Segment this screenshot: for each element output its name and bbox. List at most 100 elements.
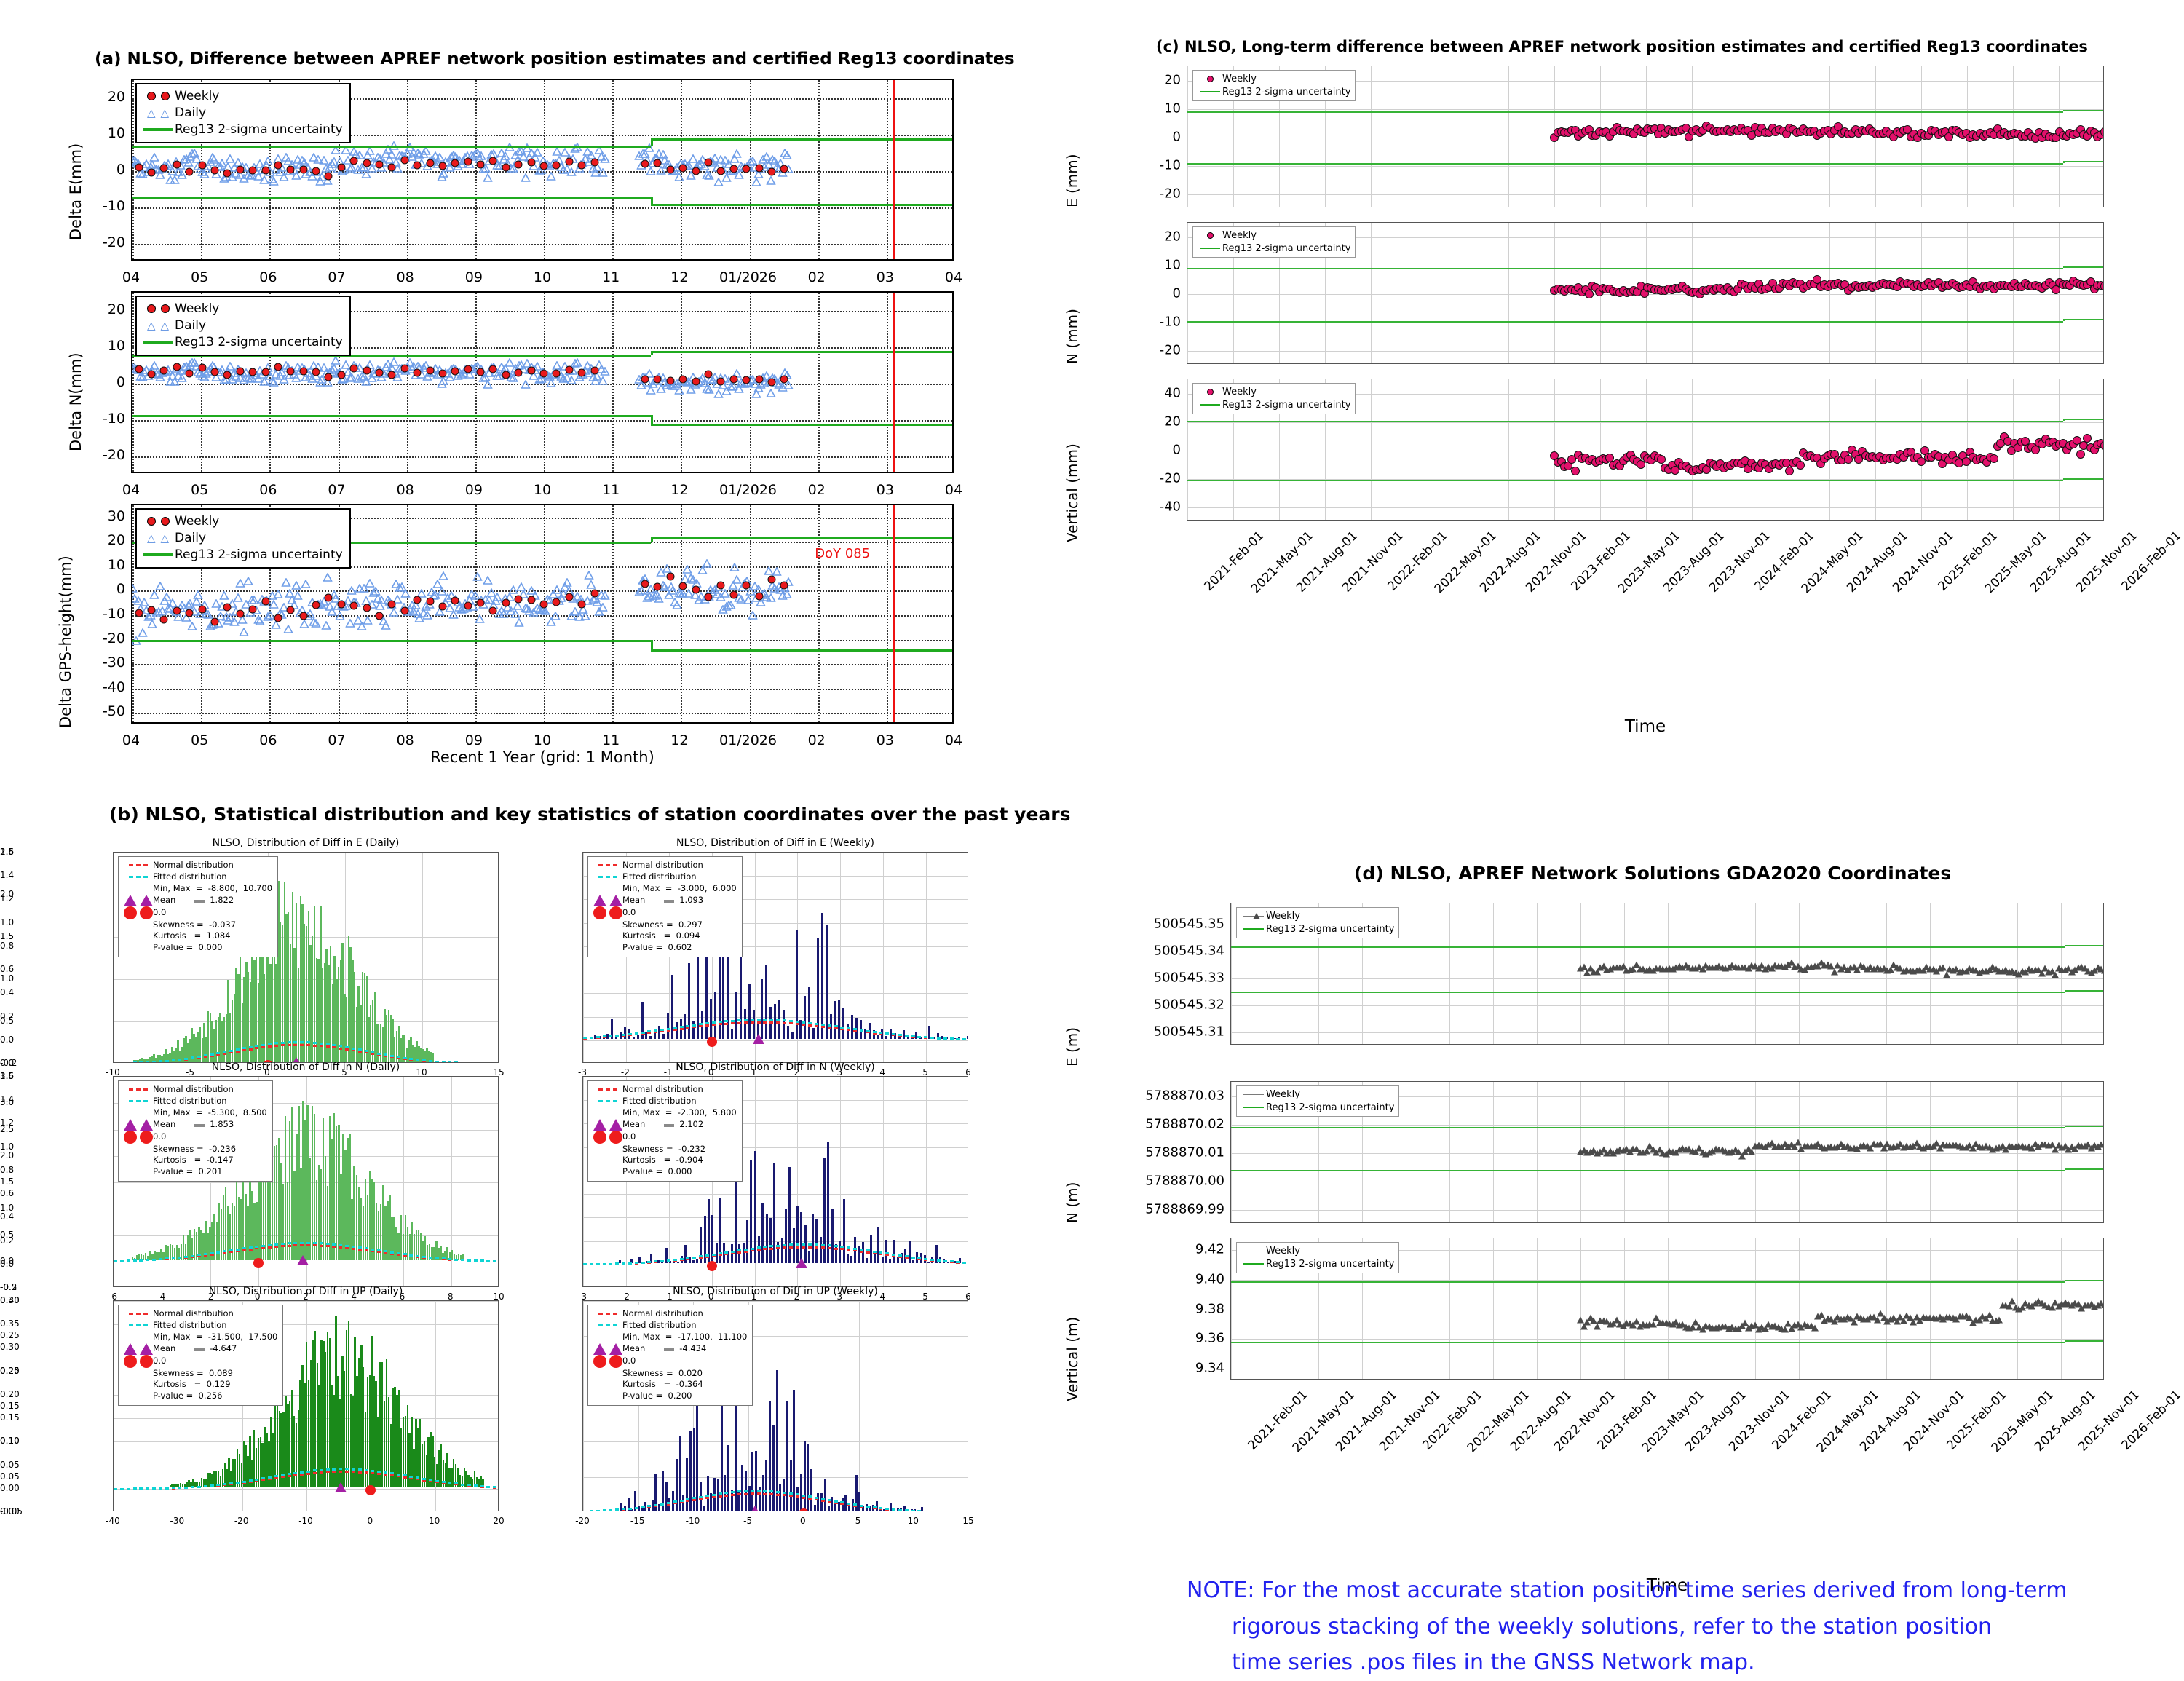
histogram-bar xyxy=(755,1451,757,1511)
fitted-distribution-curve xyxy=(667,1502,670,1504)
y-tick-label: 10 xyxy=(0,338,131,354)
y-tick-label: 500545.31 xyxy=(1063,1024,1230,1039)
y-tick-label: 2.0 xyxy=(0,1150,113,1160)
fitted-distribution-curve xyxy=(641,1032,645,1034)
histogram-bar xyxy=(889,1259,891,1263)
histogram-bar xyxy=(761,1203,764,1263)
fitted-distribution-curve xyxy=(339,1468,342,1470)
weekly-marker xyxy=(198,162,206,170)
x-tick-label: 04 xyxy=(122,269,140,285)
weekly-marker xyxy=(729,376,737,384)
fitted-distribution-curve xyxy=(873,1506,877,1508)
fitted-distribution-curve xyxy=(885,1252,889,1254)
daily-marker xyxy=(273,590,282,598)
weekly-marker xyxy=(414,162,422,170)
fitted-distribution-curve xyxy=(924,1036,927,1038)
weekly-marker xyxy=(135,163,143,171)
normal-distribution-curve xyxy=(724,1023,728,1025)
weekly-marker xyxy=(679,375,687,383)
fitted-distribution-curve xyxy=(660,1260,664,1262)
fitted-distribution-curve xyxy=(917,1036,921,1038)
panel-a: (a) NLSO, Difference between APREF netwo… xyxy=(0,0,1063,772)
normal-distribution-curve xyxy=(242,1049,246,1051)
weekly-marker xyxy=(173,607,181,615)
histogram-bar xyxy=(815,1219,818,1262)
normal-distribution-curve xyxy=(853,1249,857,1251)
y-tick-mark xyxy=(131,456,132,458)
daily-marker xyxy=(585,571,594,580)
weekly-marker xyxy=(515,161,523,169)
x-tick-label: 08 xyxy=(397,269,414,285)
gridline-vertical xyxy=(583,853,584,1062)
weekly-marker xyxy=(173,363,181,371)
weekly-marker xyxy=(363,604,371,612)
histogram-bar xyxy=(727,1445,729,1511)
fitted-distribution-curve xyxy=(796,1021,799,1023)
weekly-marker xyxy=(337,163,345,171)
histogram-bar xyxy=(843,1199,845,1263)
gridline-vertical xyxy=(1187,223,1188,363)
fitted-distribution-curve xyxy=(454,1482,458,1484)
daily-marker xyxy=(140,598,149,606)
weekly-marker xyxy=(666,166,674,174)
y-tick-label: 30 xyxy=(0,508,131,524)
normal-distribution-curve xyxy=(274,1045,278,1047)
daily-marker xyxy=(156,582,165,590)
weekly-marker xyxy=(274,614,282,622)
x-tick-label: 04 xyxy=(122,482,140,498)
sigma-uncertainty-line xyxy=(2063,266,2104,268)
sigma-uncertainty-step xyxy=(651,197,653,204)
gridline-vertical xyxy=(1886,1238,1887,1379)
weekly-marker xyxy=(565,158,573,166)
daily-marker xyxy=(782,590,791,598)
histogram-bar xyxy=(851,1015,853,1039)
skewness-stat: Skewness = 0.089 xyxy=(124,1368,277,1380)
gridline-vertical xyxy=(1875,379,1876,520)
skewness-stat: Skewness = -0.236 xyxy=(124,1144,267,1155)
daily-marker xyxy=(475,614,484,623)
x-tick-label: 05 xyxy=(191,482,208,498)
sigma-uncertainty-line xyxy=(1187,268,2063,269)
y-tick-label: 20 xyxy=(1063,72,1187,87)
histogram-bar xyxy=(776,1370,778,1511)
gridline-vertical xyxy=(1449,903,1450,1044)
fitted-distribution-curve xyxy=(673,1259,677,1261)
y-tick-label: -10 xyxy=(0,411,131,427)
daily-marker xyxy=(782,151,791,159)
pvalue-stat: P-value = 0.256 xyxy=(124,1391,277,1402)
x-tick-label: 07 xyxy=(328,482,345,498)
x-tick-label: -40 xyxy=(106,1516,120,1526)
gridline-horizontal xyxy=(132,713,952,714)
fitted-distribution-curve xyxy=(692,1497,696,1499)
gridline-vertical xyxy=(132,293,134,472)
zero-marker xyxy=(707,1037,717,1047)
legend-key-icon xyxy=(124,1100,153,1102)
mean-stat: Mean -4.647 xyxy=(124,1343,277,1355)
gridline-vertical xyxy=(1600,379,1601,520)
weekly-marker xyxy=(553,598,561,606)
daily-marker xyxy=(704,171,713,180)
weekly-marker xyxy=(186,167,194,175)
gridline-vertical xyxy=(1231,903,1232,1044)
fitted-distribution-curve xyxy=(377,1053,381,1055)
normal-distribution-curve xyxy=(802,1246,805,1249)
x-tick-mark xyxy=(201,722,202,724)
histogram-bar xyxy=(615,1037,617,1039)
histogram-bar xyxy=(779,1484,781,1511)
mean-stat: Mean 2.102 xyxy=(593,1119,737,1131)
daily-marker xyxy=(483,576,492,585)
legend-key-icon xyxy=(124,1131,153,1144)
sigma-uncertainty-line xyxy=(2065,1126,2104,1127)
histogram-bar xyxy=(808,987,810,1038)
fitted-distribution-curve xyxy=(647,1505,651,1507)
y-tick-mark xyxy=(131,384,132,385)
weekly-marker xyxy=(679,582,687,590)
fitted-distribution-curve xyxy=(603,1263,606,1265)
fitted-distribution-curve xyxy=(737,1249,741,1251)
fitted-distribution-curve xyxy=(223,1051,226,1053)
